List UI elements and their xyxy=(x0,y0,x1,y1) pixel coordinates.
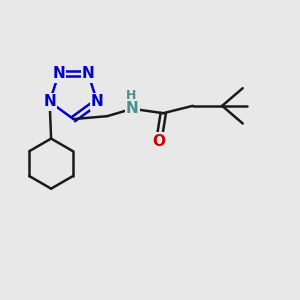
Text: N: N xyxy=(52,66,65,81)
Text: N: N xyxy=(91,94,103,109)
Text: H: H xyxy=(126,89,136,102)
Text: N: N xyxy=(43,94,56,109)
Text: N: N xyxy=(126,101,139,116)
Text: O: O xyxy=(152,134,165,149)
Text: N: N xyxy=(82,66,94,81)
